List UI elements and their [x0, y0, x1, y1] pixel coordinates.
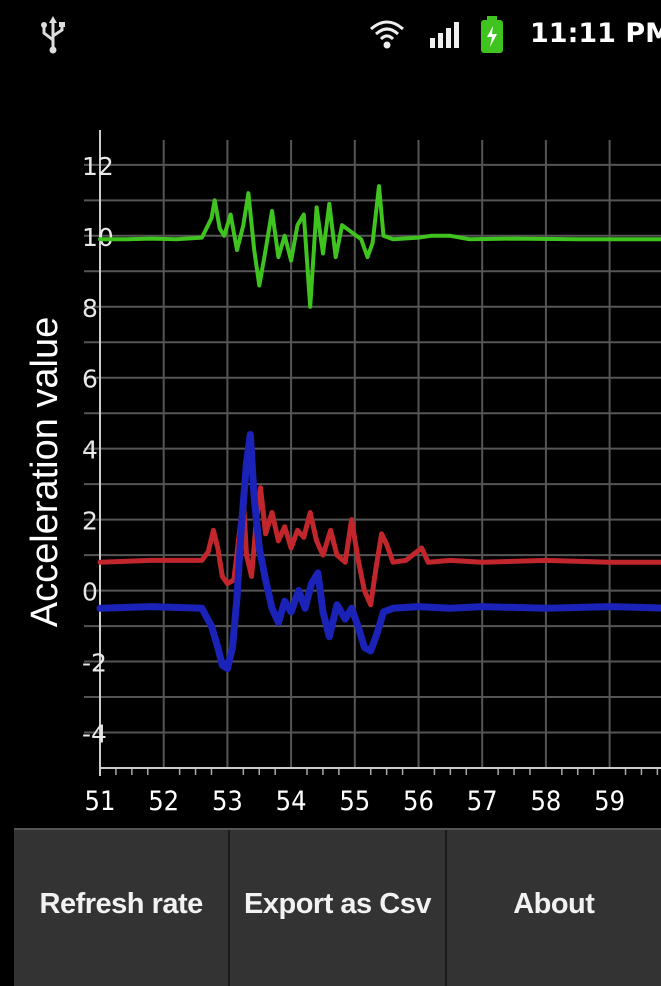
y-tick-label: 0 [82, 578, 98, 607]
x-tick-label: 51 [85, 786, 116, 817]
series-line-0 [98, 184, 661, 309]
y-tick-label: 4 [82, 436, 98, 465]
y-axis-label: Acceleration value [24, 317, 66, 628]
battery-icon [481, 16, 503, 53]
x-tick-label: 57 [467, 786, 498, 817]
chart-grid [84, 140, 661, 768]
about-button[interactable]: About [444, 830, 661, 986]
series-line-2 [96, 431, 661, 673]
chart-series [96, 184, 661, 673]
x-tick-labels: 51 52 53 54 55 56 57 58 59 [85, 786, 626, 817]
y-tick-label: 2 [82, 507, 98, 536]
x-tick-label: 56 [403, 786, 434, 817]
export-csv-button[interactable]: Export as Csv [228, 830, 444, 986]
x-tick-label: 52 [148, 786, 179, 817]
x-tick-label: 54 [276, 786, 307, 817]
usb-icon [41, 16, 65, 54]
status-bar: 11:11 PM [0, 0, 661, 80]
status-clock: 11:11 PM [530, 18, 661, 49]
series-line-1 [97, 485, 661, 608]
options-menu: Refresh rate Export as Csv About [14, 828, 661, 986]
y-tick-label: 10 [82, 223, 114, 252]
y-tick-label: -4 [82, 720, 107, 749]
y-tick-label: 8 [82, 294, 98, 323]
signal-icon [430, 22, 459, 48]
x-tick-label: 58 [530, 786, 561, 817]
chart-axes [99, 130, 661, 776]
y-tick-label: -2 [82, 649, 107, 678]
y-tick-labels: -4 -2 0 2 4 6 8 10 12 [82, 152, 114, 749]
refresh-rate-button[interactable]: Refresh rate [39, 887, 204, 920]
y-tick-label: 6 [82, 365, 98, 394]
x-tick-label: 55 [339, 786, 370, 817]
x-tick-label: 53 [212, 786, 243, 817]
x-tick-label: 59 [594, 786, 625, 817]
wifi-icon [370, 20, 404, 49]
acceleration-chart: 51 52 53 54 55 56 57 58 59 -4 -2 0 2 4 6 8 10 12 Acceler… [24, 130, 661, 817]
y-tick-label: 12 [82, 152, 114, 181]
